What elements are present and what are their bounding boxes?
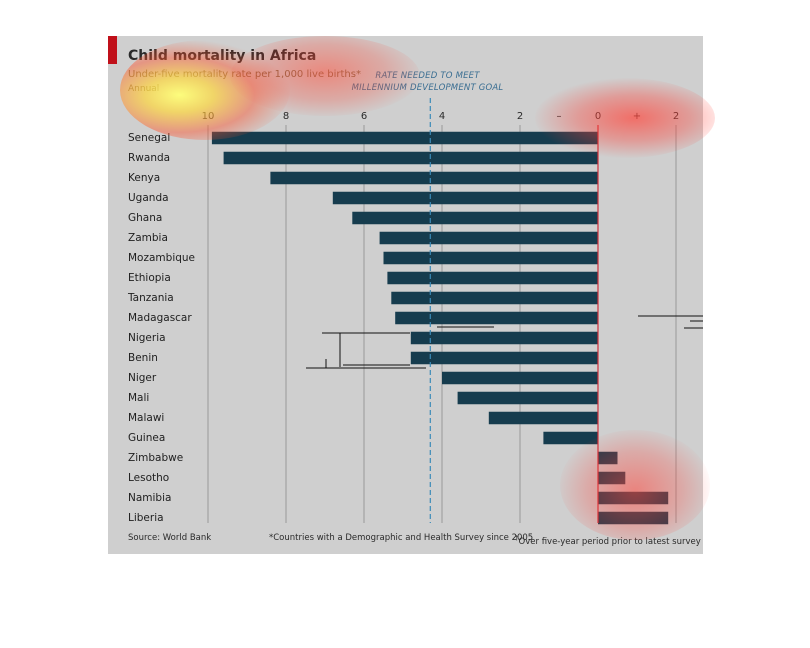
x-tick-label: 0 xyxy=(595,111,601,122)
bar xyxy=(379,231,598,245)
x-tick-label: 2 xyxy=(673,111,679,122)
bar xyxy=(410,351,598,365)
category-label: Malawi xyxy=(128,412,164,424)
category-label: Zimbabwe xyxy=(128,452,183,464)
bar xyxy=(457,391,598,405)
x-tick-label: – xyxy=(557,111,562,122)
bar xyxy=(383,251,598,265)
category-label: Guinea xyxy=(128,432,165,444)
bar xyxy=(598,471,626,485)
category-label: Uganda xyxy=(128,192,169,204)
bar xyxy=(352,211,598,225)
bar xyxy=(223,151,598,165)
footnote-period: †Over five-year period prior to latest s… xyxy=(515,533,701,547)
category-label: Niger xyxy=(128,372,157,384)
bar xyxy=(442,371,598,385)
footnote-period-text: Over five-year period prior to latest su… xyxy=(518,536,701,547)
bar xyxy=(598,451,618,465)
goal-annotation: RATE NEEDED TO MEET MILLENNIUM DEVELOPME… xyxy=(340,70,515,94)
goal-annotation-line1: RATE NEEDED TO MEET xyxy=(375,71,480,81)
bar xyxy=(543,431,598,445)
bar xyxy=(598,511,669,525)
category-label: Ghana xyxy=(128,212,162,224)
category-label: Liberia xyxy=(128,512,164,524)
category-label: Mali xyxy=(128,392,149,404)
bar xyxy=(598,491,669,505)
x-tick-label: + xyxy=(633,111,641,122)
category-label: Benin xyxy=(128,352,158,364)
x-tick-label: 6 xyxy=(361,111,367,122)
goal-annotation-line2: MILLENNIUM DEVELOPMENT GOAL xyxy=(351,83,504,93)
category-label: Ethiopia xyxy=(128,272,171,284)
bar xyxy=(395,311,598,325)
bar xyxy=(211,131,598,145)
category-label: Tanzania xyxy=(127,292,174,304)
dagger-mark: † xyxy=(515,533,519,542)
category-label: Madagascar xyxy=(128,312,192,324)
category-label: Senegal xyxy=(128,132,170,144)
category-label: Mozambique xyxy=(128,252,195,264)
x-tick-label: 10 xyxy=(202,111,215,122)
bar xyxy=(387,271,598,285)
bar xyxy=(488,411,598,425)
bar xyxy=(270,171,598,185)
bar xyxy=(410,331,598,345)
category-label: Namibia xyxy=(128,492,171,504)
accent-tab xyxy=(108,36,117,64)
x-tick-label: 4 xyxy=(439,111,445,122)
bar xyxy=(391,291,598,305)
category-label: Rwanda xyxy=(128,152,170,164)
category-label: Zambia xyxy=(128,232,168,244)
category-label: Nigeria xyxy=(128,332,166,344)
footnote-countries: *Countries with a Demographic and Health… xyxy=(269,533,534,543)
source-note: Source: World Bank xyxy=(128,533,212,543)
category-label: Kenya xyxy=(128,172,160,184)
bar xyxy=(332,191,598,205)
x-tick-label: 2 xyxy=(517,111,523,122)
x-tick-label: 8 xyxy=(283,111,289,122)
category-label: Lesotho xyxy=(128,472,169,484)
